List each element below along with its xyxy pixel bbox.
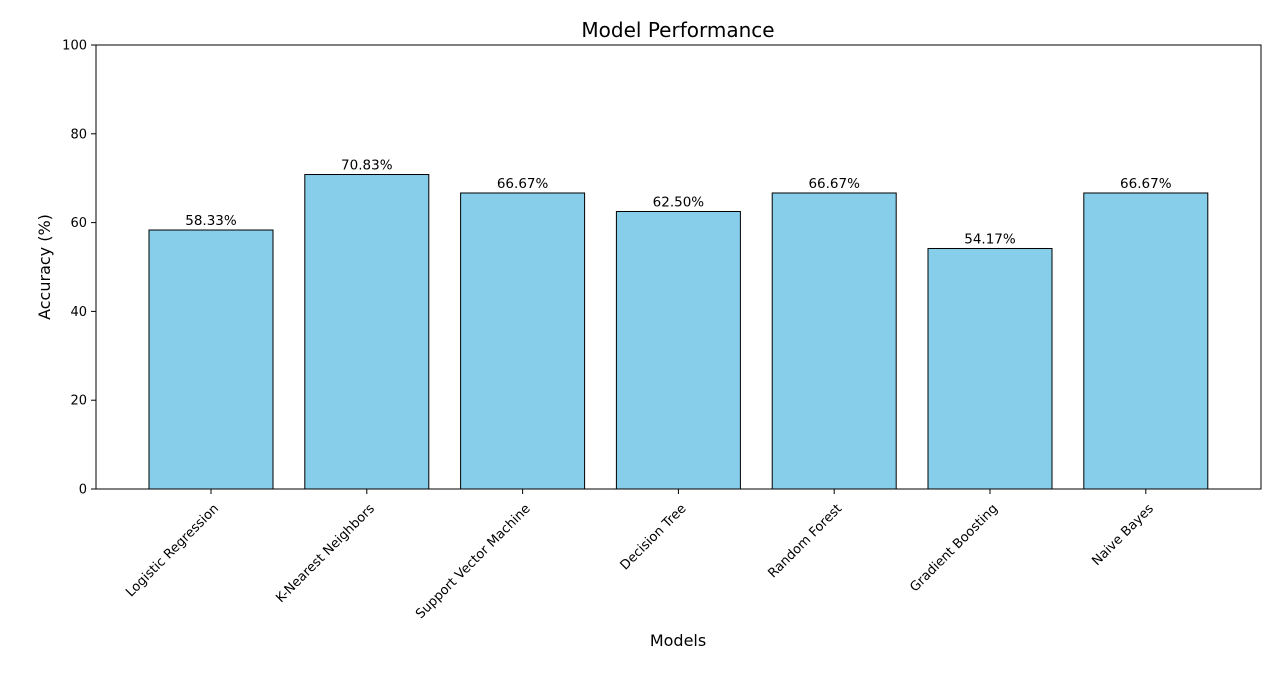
bar-6 — [1083, 192, 1209, 490]
y-tick-label-1: 20 — [70, 394, 87, 409]
y-tick-label-0: 0 — [79, 483, 87, 498]
bar-labels-layer: 58.33% 70.83% 66.67% 62.50% 66.67% 54.17% 66.6… — [185, 158, 1171, 248]
bar-0 — [148, 229, 274, 490]
bar-2 — [460, 192, 586, 490]
y-tick-label-2: 40 — [70, 305, 87, 320]
bar-value-label-0: 58.33% — [185, 213, 237, 229]
bar-value-label-2: 66.67% — [497, 176, 549, 192]
y-axis: 0 20 40 60 80 100 — [62, 39, 96, 498]
bar-value-label-1: 70.83% — [341, 158, 393, 174]
bar-4 — [771, 192, 897, 490]
y-tick-label-3: 60 — [70, 216, 87, 231]
bar-3 — [615, 211, 741, 490]
y-tick-label-5: 100 — [62, 39, 87, 54]
y-axis-title: Accuracy (%) — [35, 214, 54, 320]
bar-value-label-5: 54.17% — [964, 231, 1016, 247]
chart-title: Model Performance — [581, 18, 774, 42]
y-tick-label-4: 80 — [70, 127, 87, 142]
bar-value-label-6: 66.67% — [1120, 176, 1172, 192]
bars-layer — [148, 174, 1209, 490]
plot-frame — [95, 44, 1262, 490]
bar-1 — [304, 174, 430, 490]
x-axis-title: Models — [650, 631, 706, 650]
bar-5 — [927, 247, 1053, 490]
bar-value-label-3: 62.50% — [653, 195, 705, 211]
bar-value-label-4: 66.67% — [808, 176, 860, 192]
